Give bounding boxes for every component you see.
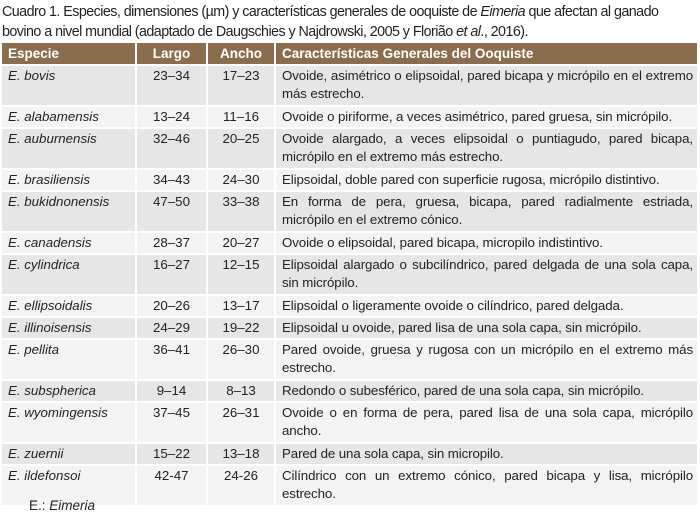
footnote-genus: Eimeria xyxy=(49,498,96,513)
description-cell: En forma de pera, gruesa, bicapa, pared … xyxy=(275,191,697,233)
largo-cell: 36–41 xyxy=(136,339,208,381)
ancho-cell: 11–16 xyxy=(207,106,276,129)
table-row: E. alabamensis 13–24 11–16 Ovoide o pirifor… xyxy=(2,106,697,129)
description-cell: Ovoide o en forma de pera, pared lisa de… xyxy=(275,402,697,444)
caption-genus: Eimeria xyxy=(480,4,526,20)
species-cell: E. bukidnonensis xyxy=(2,191,137,233)
description-cell: Ovoide o elipsoidal, pared bicapa, micro… xyxy=(275,232,697,255)
description-cell: Elipsoidal alargado o subcilíndrico, par… xyxy=(275,254,697,296)
ancho-cell: 17–23 xyxy=(207,65,276,107)
species-cell: E. cylindrica xyxy=(2,254,137,296)
ancho-cell: 33–38 xyxy=(207,191,276,233)
table-row: E. zuernii 15–22 13–18 Pared de una sola ca… xyxy=(2,443,697,466)
oocyst-table: Especie Largo Ancho Características Gene… xyxy=(2,43,697,507)
largo-cell: 9–14 xyxy=(136,380,208,403)
species-cell: E. brasiliensis xyxy=(2,169,137,192)
header-caracteristicas: Características Generales del Ooquiste xyxy=(275,43,697,66)
ancho-cell: 13–17 xyxy=(207,295,276,318)
description-cell: Ovoide, asimétrico o elipsoidal, pared b… xyxy=(275,65,697,107)
table-caption: Cuadro 1. Especies, dimensiones (µm) y c… xyxy=(2,2,696,42)
description-cell: Elipsoidal o ligeramente ovoide o cilínd… xyxy=(275,295,697,318)
species-cell: E. ellipsoidalis xyxy=(2,295,137,318)
table-row: E. ildefonsoi 42-47 24-26 Cilíndrico con un… xyxy=(2,465,697,507)
largo-cell: 28–37 xyxy=(136,232,208,255)
description-cell: Ovoide alargado, a veces elipsoidal o pu… xyxy=(275,128,697,170)
species-cell: E. auburnensis xyxy=(2,128,137,170)
table-row: E. wyomingensis 37–45 26–31 Ovoide o en for… xyxy=(2,402,697,444)
table-row: E. auburnensis 32–46 20–25 Ovoide alargado,… xyxy=(2,128,697,170)
table-row: E. canadensis 28–37 20–27 Ovoide o elipsoid… xyxy=(2,232,697,255)
ancho-cell: 20–25 xyxy=(207,128,276,170)
largo-cell: 13–24 xyxy=(136,106,208,129)
ancho-cell: 24–30 xyxy=(207,169,276,192)
description-cell: Cilíndrico con un extremo cónico, pared … xyxy=(275,465,697,507)
description-cell: Pared ovoide, gruesa y rugosa con un mic… xyxy=(275,339,697,381)
table-row: E. subspherica 9–14 8–13 Redondo o subesfér… xyxy=(2,380,697,403)
table-header-row: Especie Largo Ancho Características Gene… xyxy=(2,43,697,66)
caption-etal: et al xyxy=(456,24,481,40)
ancho-cell: 20–27 xyxy=(207,232,276,255)
species-cell: E. subspherica xyxy=(2,380,137,403)
species-cell: E. canadensis xyxy=(2,232,137,255)
ancho-cell: 12–15 xyxy=(207,254,276,296)
footnote: E.: Eimeria xyxy=(29,498,95,513)
largo-cell: 32–46 xyxy=(136,128,208,170)
description-cell: Ovoide o piriforme, a veces asimétrico, … xyxy=(275,106,697,129)
description-cell: Redondo o subesférico, pared de una sola… xyxy=(275,380,697,403)
table-row: E. cylindrica 16–27 12–15 Elipsoidal alarga… xyxy=(2,254,697,296)
caption-text-3: ., 2016). xyxy=(480,24,528,40)
table-row: E. bukidnonensis 47–50 33–38 En forma de pe… xyxy=(2,191,697,233)
table-row: E. illinoisensis 24–29 19–22 Elipsoidal u o… xyxy=(2,317,697,340)
species-cell: E. ildefonsoi xyxy=(2,465,137,507)
species-cell: E. bovis xyxy=(2,65,137,107)
ancho-cell: 8–13 xyxy=(207,380,276,403)
header-especie: Especie xyxy=(2,43,137,66)
table-body: E. bovis 23–34 17–23 Ovoide, asimétrico o e… xyxy=(2,65,697,507)
description-cell: Elipsoidal, doble pared con superficie r… xyxy=(275,169,697,192)
largo-cell: 24–29 xyxy=(136,317,208,340)
species-cell: E. illinoisensis xyxy=(2,317,137,340)
description-cell: Pared de una sola capa, sin micropilo. xyxy=(275,443,697,466)
largo-cell: 34–43 xyxy=(136,169,208,192)
ancho-cell: 24-26 xyxy=(207,465,276,507)
largo-cell: 47–50 xyxy=(136,191,208,233)
species-cell: E. wyomingensis xyxy=(2,402,137,444)
caption-text-2: que afectan al ganado bovino a nivel mun… xyxy=(2,4,659,40)
table-row: E. bovis 23–34 17–23 Ovoide, asimétrico o e… xyxy=(2,65,697,107)
footnote-prefix: E.: xyxy=(29,498,50,513)
largo-cell: 23–34 xyxy=(136,65,208,107)
largo-cell: 15–22 xyxy=(136,443,208,466)
ancho-cell: 13–18 xyxy=(207,443,276,466)
largo-cell: 20–26 xyxy=(136,295,208,318)
largo-cell: 42-47 xyxy=(136,465,208,507)
table-row: E. brasiliensis 34–43 24–30 Elipsoidal, dob… xyxy=(2,169,697,192)
species-cell: E. pellita xyxy=(2,339,137,381)
largo-cell: 16–27 xyxy=(136,254,208,296)
table-row: E. ellipsoidalis 20–26 13–17 Elipsoidal o l… xyxy=(2,295,697,318)
largo-cell: 37–45 xyxy=(136,402,208,444)
species-cell: E. zuernii xyxy=(2,443,137,466)
caption-text-1: Cuadro 1. Especies, dimensiones (µm) y c… xyxy=(2,4,481,20)
species-cell: E. alabamensis xyxy=(2,106,137,129)
header-largo: Largo xyxy=(136,43,208,66)
header-ancho: Ancho xyxy=(207,43,276,66)
description-cell: Elipsoidal u ovoide, pared lisa de una s… xyxy=(275,317,697,340)
table-row: E. pellita 36–41 26–30 Pared ovoide, gruesa… xyxy=(2,339,697,381)
ancho-cell: 26–30 xyxy=(207,339,276,381)
ancho-cell: 26–31 xyxy=(207,402,276,444)
ancho-cell: 19–22 xyxy=(207,317,276,340)
